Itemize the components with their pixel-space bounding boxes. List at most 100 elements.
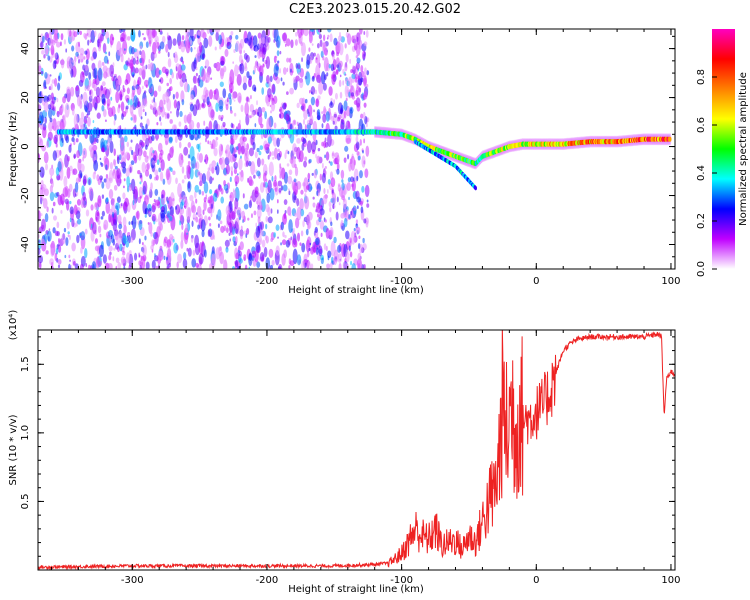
noise-speckle [286,163,290,167]
noise-speckle [273,63,279,77]
noise-speckle [324,170,327,175]
noise-speckle [323,140,327,149]
noise-speckle [139,50,142,56]
noise-speckle [338,79,342,88]
noise-speckle [313,169,318,179]
noise-speckle [345,97,348,102]
noise-speckle [315,98,319,108]
noise-speckle [303,160,307,168]
noise-speckle [159,116,162,122]
noise-speckle [260,123,264,129]
noise-speckle [302,137,307,144]
noise-speckle [148,58,151,64]
noise-speckle [48,108,53,119]
noise-speckle [165,258,169,266]
noise-speckle [144,207,149,215]
noise-speckle [117,262,122,269]
noise-speckle [166,253,169,258]
noise-speckle [121,161,127,169]
noise-speckle [161,194,164,199]
y-tick-label: 0 [20,143,31,149]
noise-speckle [132,200,135,206]
noise-speckle [336,57,340,65]
noise-speckle [55,247,59,255]
noise-speckle [327,34,330,38]
noise-speckle [295,240,298,248]
noise-speckle [69,165,73,172]
noise-speckle [339,187,344,198]
noise-speckle [115,257,120,264]
noise-speckle [153,90,158,98]
noise-speckle [182,72,185,78]
noise-speckle [52,227,56,234]
noise-speckle [49,258,54,266]
noise-speckle [61,137,64,143]
noise-speckle [355,89,359,97]
noise-speckle [112,256,115,262]
noise-speckle [110,107,113,113]
noise-speckle [122,251,126,256]
noise-speckle [294,39,298,46]
noise-speckle [190,156,196,170]
noise-speckle [182,258,188,269]
noise-speckle [361,155,366,168]
noise-speckle [180,42,186,53]
noise-speckle [118,90,123,101]
snr-frame [37,329,676,571]
noise-speckle [332,120,335,125]
noise-speckle [264,111,268,120]
noise-speckle [333,37,338,46]
noise-speckle [60,103,64,113]
noise-speckle [328,63,332,69]
noise-speckle [325,151,330,161]
noise-speckle [281,239,287,246]
noise-speckle [273,29,279,42]
noise-speckle [330,63,335,72]
noise-speckle [57,264,61,269]
noise-speckle [336,196,339,203]
noise-speckle [56,221,60,229]
x-tick-label: -300 [121,276,144,287]
noise-speckle [158,79,161,83]
noise-speckle [73,113,79,129]
noise-speckle [40,179,44,190]
noise-speckle [241,210,246,220]
noise-speckle [91,62,96,71]
noise-speckle [262,172,267,183]
noise-speckle [363,138,366,144]
noise-speckle [162,93,166,102]
noise-speckle [78,58,80,64]
noise-speckle [137,196,142,204]
noise-speckle [329,33,333,43]
noise-speckle [108,245,113,252]
noise-speckle [120,202,123,207]
noise-speckle [185,223,189,234]
noise-speckle [333,236,337,244]
noise-speckle [188,116,191,122]
noise-speckle [130,111,134,117]
noise-speckle [199,180,203,187]
noise-speckle [92,51,97,59]
noise-speckle [316,155,321,164]
x-tick-label: -100 [390,575,413,586]
noise-speckle [123,224,127,234]
noise-speckle [114,114,117,121]
noise-speckle [187,160,191,167]
snr-y-multiplier: (x10⁴) [8,310,19,341]
noise-speckle [279,113,282,118]
noise-speckle [166,265,170,269]
noise-speckle [251,111,255,118]
noise-speckle [209,140,212,146]
noise-speckle [353,34,358,46]
noise-speckle [54,52,58,59]
noise-speckle [301,103,306,112]
noise-speckle [166,200,170,204]
noise-speckle [321,172,327,184]
noise-speckle [218,99,224,110]
noise-speckle [338,262,342,269]
noise-speckle [65,237,69,246]
noise-speckle [346,89,349,95]
noise-speckle [81,58,83,63]
noise-speckle [145,41,149,48]
noise-speckle [363,30,366,35]
